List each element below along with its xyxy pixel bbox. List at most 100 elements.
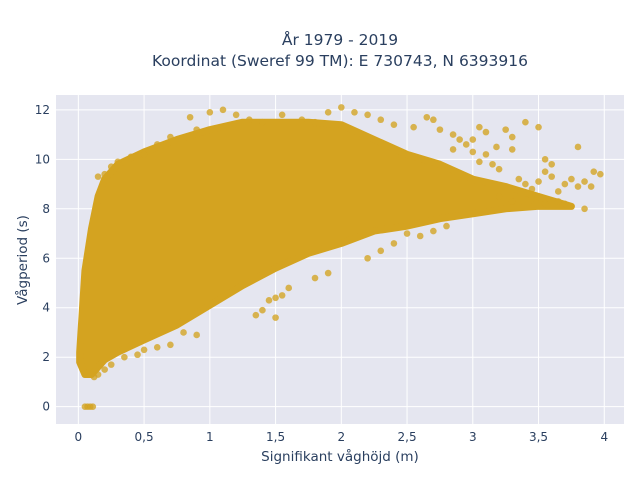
data-point xyxy=(561,180,569,188)
data-point xyxy=(597,170,604,178)
data-point xyxy=(390,121,398,128)
chart-title-line-1: År 1979 - 2019 xyxy=(282,30,398,49)
data-point xyxy=(377,247,385,255)
data-point xyxy=(272,294,279,302)
data-point xyxy=(403,230,411,237)
data-point xyxy=(90,373,98,381)
data-point xyxy=(114,158,122,166)
data-point xyxy=(252,311,260,319)
data-point xyxy=(338,104,345,111)
y-tick-label: 8 xyxy=(42,202,50,216)
data-point xyxy=(493,143,500,151)
data-point xyxy=(285,284,293,292)
data-point xyxy=(469,148,477,156)
data-point xyxy=(193,331,200,339)
point-cloud xyxy=(76,118,575,379)
data-point xyxy=(554,198,562,205)
data-point xyxy=(554,188,562,195)
data-point xyxy=(272,314,279,321)
data-point xyxy=(449,131,457,138)
data-point xyxy=(107,361,115,368)
data-point xyxy=(121,353,128,361)
data-point xyxy=(377,116,385,124)
y-axis: 0 2 4 6 8 10 12 xyxy=(35,103,50,414)
data-point xyxy=(528,185,536,193)
data-point xyxy=(541,200,549,208)
data-point xyxy=(167,133,174,141)
data-point xyxy=(541,156,549,163)
data-point xyxy=(430,227,437,235)
data-point xyxy=(508,198,516,205)
data-point xyxy=(101,170,108,178)
data-point xyxy=(436,126,444,133)
y-tick-label: 0 xyxy=(42,400,50,414)
x-tick-label: 4 xyxy=(600,430,608,444)
x-tick-label: 2,5 xyxy=(398,430,417,444)
data-point xyxy=(278,292,286,299)
chart-title-line-2: Koordinat (Sweref 99 TM): E 730743, N 63… xyxy=(152,52,528,70)
data-point xyxy=(548,160,555,168)
data-point xyxy=(311,274,319,282)
x-tick-label: 1,5 xyxy=(266,430,285,444)
data-point xyxy=(206,109,214,116)
y-tick-label: 4 xyxy=(42,301,50,315)
data-point xyxy=(528,195,536,203)
data-point xyxy=(259,118,266,126)
data-point xyxy=(456,136,463,143)
y-axis-title: Vågperiod (s) xyxy=(14,215,31,305)
data-point xyxy=(390,240,398,247)
x-tick-label: 3,5 xyxy=(529,430,548,444)
data-point xyxy=(508,133,516,141)
data-point xyxy=(351,109,358,116)
data-point xyxy=(495,165,503,173)
data-point xyxy=(180,329,187,336)
data-point xyxy=(449,146,457,153)
data-point xyxy=(581,205,588,213)
data-point xyxy=(522,118,529,126)
data-point xyxy=(232,111,240,119)
y-tick-label: 6 xyxy=(42,251,50,265)
y-tick-label: 12 xyxy=(35,103,50,117)
data-point xyxy=(134,351,141,359)
data-point xyxy=(489,160,496,168)
data-point xyxy=(469,136,477,143)
data-point xyxy=(324,109,332,116)
data-point xyxy=(140,346,148,354)
data-point xyxy=(590,168,598,175)
data-point xyxy=(482,151,490,158)
data-point xyxy=(278,111,286,119)
data-point xyxy=(574,143,582,151)
data-point xyxy=(495,193,503,200)
data-point xyxy=(127,153,135,161)
x-tick-label: 2 xyxy=(337,430,345,444)
x-tick-label: 3 xyxy=(469,430,477,444)
data-point xyxy=(508,146,516,153)
data-point xyxy=(462,141,470,148)
data-point xyxy=(515,175,523,183)
data-point xyxy=(193,126,200,133)
data-point xyxy=(107,163,115,171)
x-tick-label: 1 xyxy=(206,430,214,444)
data-point xyxy=(482,128,490,136)
data-point xyxy=(324,269,332,277)
data-point xyxy=(410,123,417,131)
data-point xyxy=(298,116,306,124)
data-point xyxy=(265,297,273,304)
data-point xyxy=(259,306,266,314)
data-point xyxy=(167,341,174,349)
data-point xyxy=(153,344,161,351)
x-axis-title: Signifikant våghöjd (m) xyxy=(261,448,419,465)
data-point xyxy=(535,178,542,185)
data-point xyxy=(89,403,97,410)
x-tick-label: 0 xyxy=(75,430,83,444)
data-point xyxy=(535,123,542,131)
y-tick-label: 10 xyxy=(35,152,50,166)
data-point xyxy=(574,183,582,190)
data-point xyxy=(443,222,450,230)
data-point xyxy=(364,111,371,119)
data-point xyxy=(541,168,549,175)
data-point xyxy=(311,118,319,126)
data-point xyxy=(581,178,588,185)
